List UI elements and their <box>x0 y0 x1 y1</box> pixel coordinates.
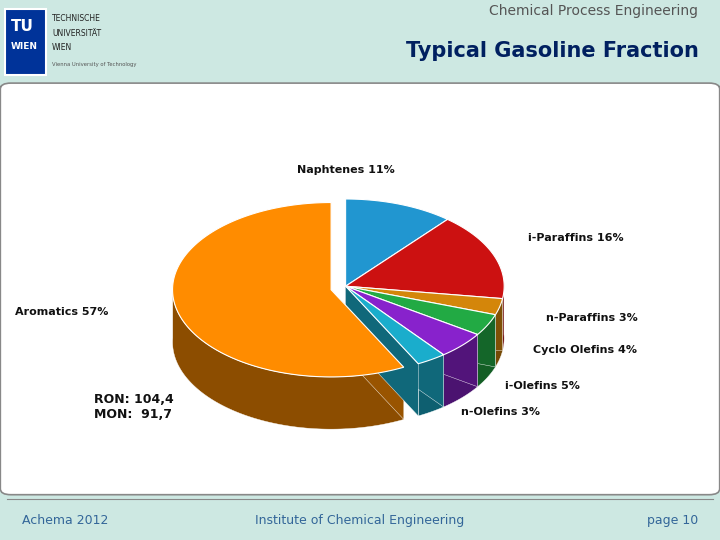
Polygon shape <box>346 286 418 416</box>
Polygon shape <box>346 286 477 387</box>
Polygon shape <box>346 286 444 407</box>
Text: UNIVERSITÄT: UNIVERSITÄT <box>52 29 101 38</box>
Polygon shape <box>346 286 495 367</box>
Text: WIEN: WIEN <box>11 42 37 51</box>
Polygon shape <box>346 286 495 334</box>
Text: Chemical Process Engineering: Chemical Process Engineering <box>490 4 698 18</box>
Polygon shape <box>346 219 504 299</box>
Polygon shape <box>477 315 495 387</box>
Polygon shape <box>346 286 477 355</box>
Text: Achema 2012: Achema 2012 <box>22 514 108 527</box>
Text: Typical Gasoline Fraction: Typical Gasoline Fraction <box>405 42 698 62</box>
Polygon shape <box>346 286 495 367</box>
Text: i-Paraffins 16%: i-Paraffins 16% <box>528 233 624 242</box>
Text: Vienna University of Technology: Vienna University of Technology <box>52 62 137 68</box>
Polygon shape <box>346 286 503 351</box>
Text: TECHNISCHE: TECHNISCHE <box>52 14 101 23</box>
Polygon shape <box>444 334 477 407</box>
Text: Cyclo Olefins 4%: Cyclo Olefins 4% <box>533 346 636 355</box>
Polygon shape <box>346 286 444 364</box>
Polygon shape <box>346 286 444 407</box>
Text: page 10: page 10 <box>647 514 698 527</box>
Text: TU: TU <box>11 18 33 33</box>
Polygon shape <box>418 355 444 416</box>
Text: Aromatics 57%: Aromatics 57% <box>15 307 109 317</box>
Polygon shape <box>346 286 477 387</box>
FancyBboxPatch shape <box>0 83 720 495</box>
Text: i-Olefins 5%: i-Olefins 5% <box>505 381 580 390</box>
Polygon shape <box>173 286 404 429</box>
Polygon shape <box>503 282 504 351</box>
Polygon shape <box>331 290 404 420</box>
Text: Naphtenes 11%: Naphtenes 11% <box>297 165 395 175</box>
Polygon shape <box>173 202 404 377</box>
Polygon shape <box>495 299 503 367</box>
Polygon shape <box>346 286 503 315</box>
Text: Institute of Chemical Engineering: Institute of Chemical Engineering <box>256 514 464 527</box>
Text: n-Paraffins 3%: n-Paraffins 3% <box>546 313 637 323</box>
Text: WIEN: WIEN <box>52 43 72 52</box>
Polygon shape <box>346 286 503 351</box>
Text: n-Olefins 3%: n-Olefins 3% <box>461 407 539 417</box>
Text: RON: 104,4
MON:  91,7: RON: 104,4 MON: 91,7 <box>94 394 174 421</box>
FancyBboxPatch shape <box>5 9 46 75</box>
Polygon shape <box>346 199 448 286</box>
